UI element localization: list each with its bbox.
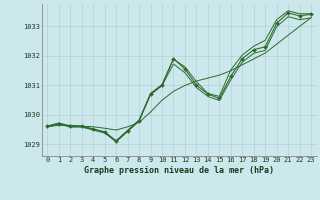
- X-axis label: Graphe pression niveau de la mer (hPa): Graphe pression niveau de la mer (hPa): [84, 166, 274, 175]
